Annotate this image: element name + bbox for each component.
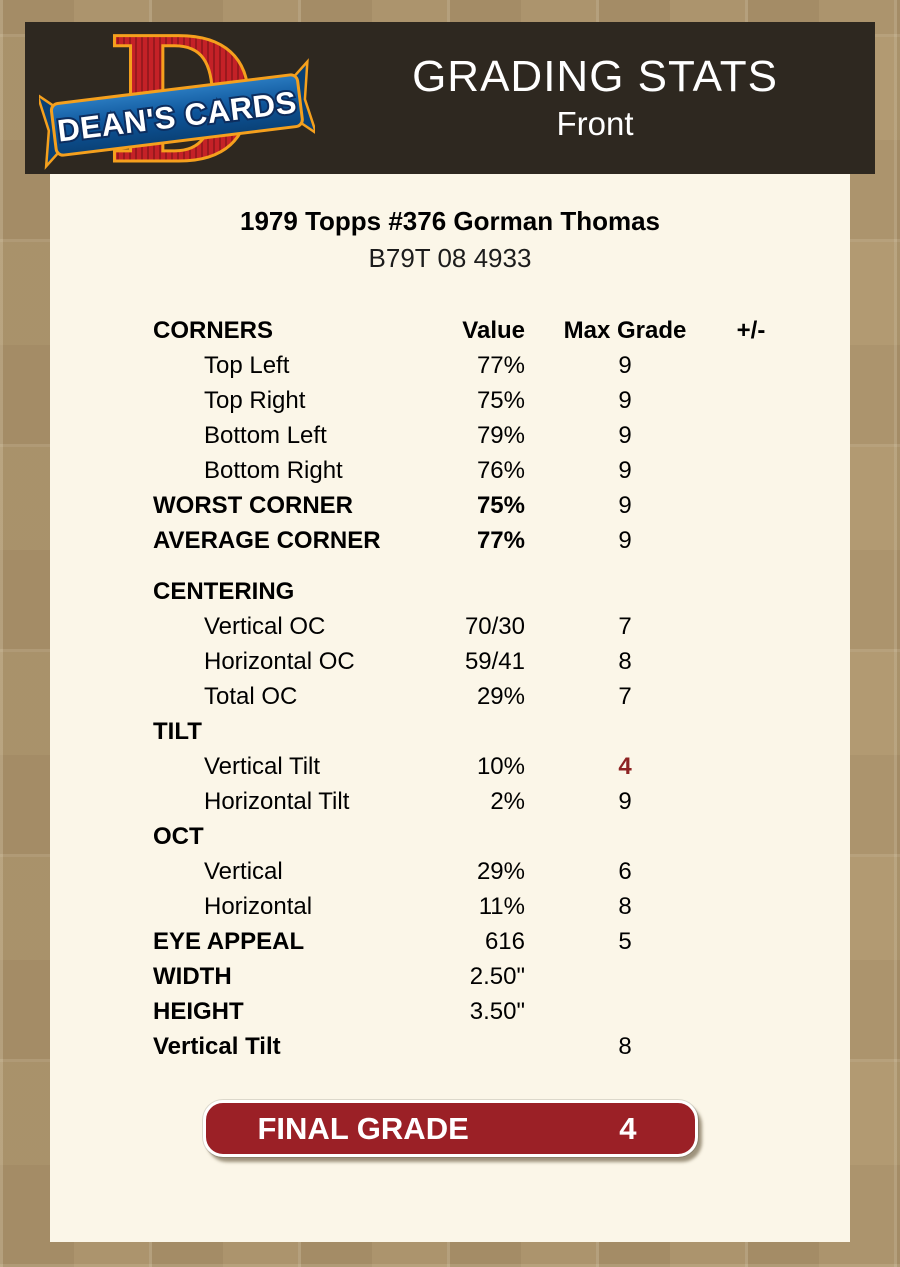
row-label: CENTERING bbox=[153, 577, 295, 605]
table-body: Top Left 77% 9 Top Right 75% 9 Bottom Left 79% 9… bbox=[50, 348, 850, 1064]
row-max-grade: 7 bbox=[618, 612, 632, 640]
row-value: 77% bbox=[476, 351, 525, 379]
row-label: OCT bbox=[153, 822, 204, 850]
page-title: GRADING STATS bbox=[412, 51, 778, 101]
table-row: Bottom Left 79% 9 bbox=[153, 418, 850, 453]
table-row: Vertical Tilt 10% 4 bbox=[153, 749, 850, 784]
row-max-grade: 9 bbox=[618, 351, 632, 379]
row-max-grade: 8 bbox=[618, 1032, 632, 1060]
row-label: Top Right bbox=[204, 386, 306, 414]
card-title: 1979 Topps #376 Gorman Thomas bbox=[240, 206, 660, 236]
row-label: Top Left bbox=[204, 351, 290, 379]
final-grade-label: FINAL GRADE bbox=[257, 1110, 469, 1146]
table-row: CENTERING bbox=[153, 574, 850, 609]
row-value: 79% bbox=[476, 421, 525, 449]
table-row: Vertical 29% 6 bbox=[153, 854, 850, 889]
row-value: 3.50" bbox=[469, 997, 525, 1025]
row-value: 76% bbox=[476, 456, 525, 484]
row-label: Vertical Tilt bbox=[153, 1032, 281, 1060]
row-max-grade: 7 bbox=[618, 682, 632, 710]
row-value: 70/30 bbox=[464, 612, 525, 640]
row-max-grade: 9 bbox=[618, 386, 632, 414]
row-value: 2% bbox=[490, 787, 525, 815]
final-grade-value: 4 bbox=[619, 1110, 637, 1146]
row-max-grade: 9 bbox=[618, 787, 632, 815]
row-max-grade: 9 bbox=[618, 456, 632, 484]
table-row: EYE APPEAL 616 5 bbox=[153, 924, 850, 959]
page-subtitle: Front bbox=[556, 105, 634, 143]
row-max-grade: 5 bbox=[618, 927, 632, 955]
row-label: Bottom Right bbox=[204, 456, 343, 484]
table-row: AVERAGE CORNER 77% 9 bbox=[153, 523, 850, 558]
row-label: WIDTH bbox=[153, 962, 232, 990]
row-label: Vertical bbox=[204, 857, 283, 885]
row-value: 11% bbox=[478, 892, 525, 920]
row-label: Horizontal OC bbox=[204, 647, 355, 675]
row-max-grade: 8 bbox=[618, 647, 632, 675]
row-label: EYE APPEAL bbox=[153, 927, 305, 955]
deans-cards-logo-art: D DEAN'S CARDS bbox=[35, 0, 319, 204]
deans-cards-logo: D DEAN'S CARDS bbox=[35, 0, 319, 204]
row-value: 29% bbox=[476, 682, 525, 710]
table-row: Bottom Right 76% 9 bbox=[153, 453, 850, 488]
row-max-grade: 8 bbox=[618, 892, 632, 920]
header-bar: D DEAN'S CARDS GRADING STATS Front bbox=[25, 0, 875, 204]
row-max-grade: 6 bbox=[618, 857, 632, 885]
row-max-grade: 9 bbox=[618, 491, 632, 519]
row-label: Total OC bbox=[204, 682, 298, 710]
row-value: 59/41 bbox=[464, 647, 525, 675]
row-max-grade: 4 bbox=[618, 752, 632, 780]
table-row: TILT bbox=[153, 714, 850, 749]
row-label: Vertical OC bbox=[204, 612, 326, 640]
row-label: TILT bbox=[153, 717, 202, 745]
row-label: Bottom Left bbox=[204, 421, 327, 449]
table-row: Horizontal Tilt 2% 9 bbox=[153, 784, 850, 819]
table-row: Horizontal 11% 8 bbox=[153, 889, 850, 924]
column-header-value: Value bbox=[462, 316, 525, 344]
table-row: Total OC 29% 7 bbox=[153, 679, 850, 714]
final-grade-banner: FINAL GRADE 4 bbox=[202, 1100, 698, 1157]
row-max-grade: 9 bbox=[618, 526, 632, 554]
table-row: HEIGHT 3.50" bbox=[153, 994, 850, 1029]
row-max-grade: 9 bbox=[618, 421, 632, 449]
table-header-row: CORNERS Value Max Grade +/- bbox=[153, 313, 850, 348]
stats-panel: 1979 Topps #376 Gorman Thomas B79T 08 49… bbox=[50, 174, 850, 1242]
row-label: Horizontal Tilt bbox=[204, 787, 350, 815]
table-row: Vertical Tilt 8 bbox=[153, 1029, 850, 1064]
table-row: Top Right 75% 9 bbox=[153, 383, 850, 418]
row-value: 10% bbox=[476, 752, 525, 780]
table-row: WORST CORNER 75% 9 bbox=[153, 488, 850, 523]
grading-table: CORNERS Value Max Grade +/- Top Left 77% 9… bbox=[50, 313, 850, 1064]
row-label: HEIGHT bbox=[153, 997, 244, 1025]
column-header-plus-minus: +/- bbox=[736, 316, 766, 344]
row-value: 616 bbox=[484, 927, 525, 955]
card-serial-number: B79T 08 4933 bbox=[368, 243, 532, 273]
table-row: OCT bbox=[153, 819, 850, 854]
row-value: 77% bbox=[476, 526, 525, 554]
header-titles: GRADING STATS Front bbox=[320, 22, 870, 174]
table-row: Vertical OC 70/30 7 bbox=[153, 609, 850, 644]
row-label: WORST CORNER bbox=[153, 491, 353, 519]
table-row: Horizontal OC 59/41 8 bbox=[153, 644, 850, 679]
row-label: Horizontal bbox=[204, 892, 313, 920]
row-label: AVERAGE CORNER bbox=[153, 526, 381, 554]
table-row: Top Left 77% 9 bbox=[153, 348, 850, 383]
row-label: Vertical Tilt bbox=[204, 752, 321, 780]
row-value: 29% bbox=[476, 857, 525, 885]
row-value: 2.50" bbox=[469, 962, 525, 990]
row-value: 75% bbox=[476, 491, 525, 519]
row-value: 75% bbox=[476, 386, 525, 414]
table-row: WIDTH 2.50" bbox=[153, 959, 850, 994]
column-header-corners: CORNERS bbox=[153, 316, 274, 344]
column-header-max-grade: Max Grade bbox=[563, 316, 687, 344]
